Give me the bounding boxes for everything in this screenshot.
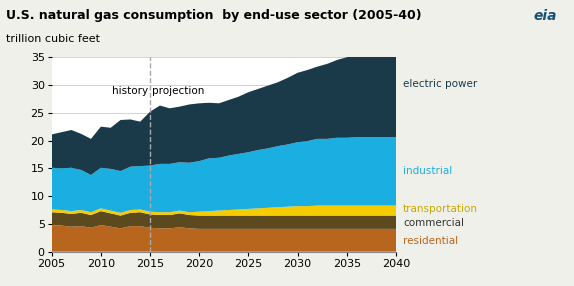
Text: projection: projection [152, 86, 204, 96]
Text: trillion cubic feet: trillion cubic feet [6, 34, 100, 44]
Text: commercial: commercial [403, 218, 464, 228]
Text: eia: eia [533, 9, 557, 23]
Text: electric power: electric power [403, 80, 477, 90]
Text: history: history [112, 86, 148, 96]
Text: residential: residential [403, 237, 458, 247]
Text: U.S. natural gas consumption  by end-use sector (2005-40): U.S. natural gas consumption by end-use … [6, 9, 421, 21]
Text: industrial: industrial [403, 166, 452, 176]
Text: transportation: transportation [403, 204, 478, 214]
